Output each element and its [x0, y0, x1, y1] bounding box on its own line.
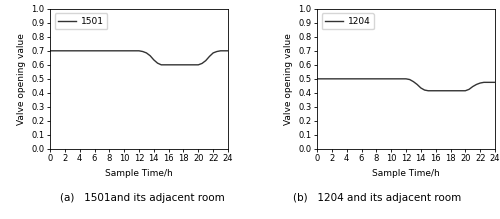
1204 [366, 78, 372, 80]
1204 [481, 81, 487, 84]
1204 [381, 78, 387, 80]
1501 [196, 64, 202, 66]
1501 [180, 64, 186, 66]
1501 [214, 50, 220, 53]
1204 [358, 78, 364, 80]
1501 [114, 49, 120, 52]
1204 [410, 80, 416, 83]
1204 [344, 78, 349, 80]
1204 [336, 78, 342, 80]
1501 [166, 64, 172, 66]
1204 [329, 78, 335, 80]
1501 [173, 64, 179, 66]
X-axis label: Sample Time/h: Sample Time/h [105, 169, 173, 178]
1204 [474, 83, 480, 86]
1501 [154, 62, 160, 64]
1204 [462, 89, 468, 92]
1501 [203, 59, 209, 62]
1204 [425, 89, 431, 92]
1204 [470, 85, 476, 88]
1501 [121, 49, 127, 52]
1501 [69, 49, 75, 52]
X-axis label: Sample Time/h: Sample Time/h [372, 169, 440, 178]
1501 [151, 59, 157, 61]
1204 [422, 89, 428, 91]
1501 [158, 64, 164, 66]
Y-axis label: Valve opening value: Valve opening value [284, 33, 292, 125]
1501 [199, 62, 205, 65]
1501 [54, 49, 60, 52]
Line: 1204: 1204 [317, 79, 495, 91]
1501 [106, 49, 112, 52]
1204 [484, 81, 490, 84]
1501 [99, 49, 105, 52]
1501 [162, 64, 168, 66]
1204 [403, 78, 409, 80]
1204 [418, 87, 424, 89]
1204 [374, 78, 380, 80]
1501 [136, 49, 142, 52]
1204 [455, 89, 461, 92]
1204 [492, 81, 498, 84]
1204 [406, 78, 412, 81]
1204 [351, 78, 357, 80]
1501 [225, 49, 231, 52]
1501 [147, 54, 153, 57]
1501 [92, 49, 98, 52]
1501 [128, 49, 134, 52]
1204 [432, 89, 438, 92]
1204 [448, 89, 454, 92]
1501 [144, 52, 150, 54]
1204 [466, 88, 472, 91]
1501 [188, 64, 194, 66]
Legend: 1501: 1501 [54, 13, 108, 30]
Text: (b)   1204 and its adjacent room: (b) 1204 and its adjacent room [294, 193, 462, 203]
1204 [414, 83, 420, 86]
1204 [477, 82, 483, 84]
1204 [396, 78, 402, 80]
1501 [218, 49, 224, 52]
1204 [314, 78, 320, 80]
1501 [206, 55, 212, 58]
1204 [429, 89, 435, 92]
1204 [440, 89, 446, 92]
Text: (a)   1501and its adjacent room: (a) 1501and its adjacent room [60, 193, 225, 203]
1204 [322, 78, 328, 80]
1501 [140, 50, 145, 53]
1204 [388, 78, 394, 80]
1501 [76, 49, 82, 52]
1501 [47, 49, 53, 52]
1501 [84, 49, 90, 52]
Legend: 1204: 1204 [322, 13, 374, 30]
1501 [62, 49, 68, 52]
1501 [210, 52, 216, 54]
Y-axis label: Valve opening value: Valve opening value [16, 33, 26, 125]
Line: 1501: 1501 [50, 51, 228, 65]
